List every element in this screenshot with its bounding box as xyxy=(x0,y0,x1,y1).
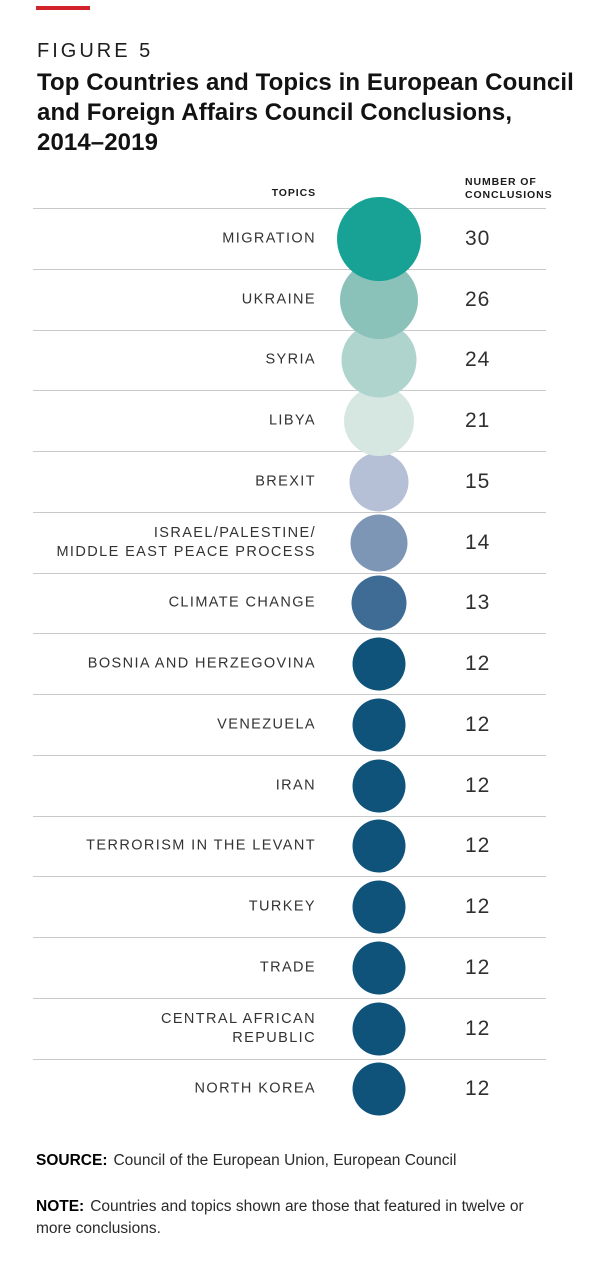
topic-label: TURKEY xyxy=(248,898,316,915)
value-bubble xyxy=(352,759,406,813)
conclusions-count: 12 xyxy=(465,652,491,676)
note-text: Countries and topics shown are those tha… xyxy=(36,1198,524,1237)
table-row: CLIMATE CHANGE 13 xyxy=(33,572,546,634)
topic-label: UKRAINE xyxy=(241,291,316,308)
table-row: TRADE 12 xyxy=(33,937,546,998)
conclusions-count: 12 xyxy=(465,834,491,858)
value-bubble xyxy=(352,1062,406,1116)
table-row: LIBYA 21 xyxy=(33,386,546,457)
conclusions-count: 12 xyxy=(465,955,491,979)
figure-number-label: FIGURE 5 xyxy=(37,40,154,62)
value-bubble xyxy=(352,941,406,995)
topic-label: MIGRATION xyxy=(222,230,316,247)
value-bubble xyxy=(350,514,408,572)
topic-label: TERRORISM IN THE LEVANT xyxy=(86,837,316,854)
topic-label: LIBYA xyxy=(268,412,316,429)
topic-label: CENTRAL AFRICAN REPUBLIC xyxy=(160,1010,316,1046)
conclusions-count: 12 xyxy=(465,712,491,736)
table-row: NORTH KOREA 12 xyxy=(33,1058,546,1120)
conclusions-count: 30 xyxy=(465,226,491,250)
table-row: SYRIA 24 xyxy=(33,322,546,398)
table-row: CENTRAL AFRICAN REPUBLIC 12 xyxy=(33,997,546,1059)
table-row: BREXIT 15 xyxy=(33,451,546,512)
bubble-table-rows: MIGRATION 30 UKRAINE 26 SYRIA 24 LIBYA 21 BREXIT… xyxy=(33,196,546,1120)
table-row: BOSNIA AND HERZEGOVINA 12 xyxy=(33,633,546,694)
conclusions-count: 12 xyxy=(465,895,491,919)
conclusions-count: 24 xyxy=(465,348,491,372)
figure-accent-bar xyxy=(36,6,90,10)
topic-label: BOSNIA AND HERZEGOVINA xyxy=(87,655,316,672)
table-row: IRAN 12 xyxy=(33,754,546,816)
conclusions-count: 21 xyxy=(465,409,491,433)
table-row: VENEZUELA 12 xyxy=(33,694,546,755)
conclusions-count: 14 xyxy=(465,530,491,554)
column-header-topics: TOPICS xyxy=(271,187,316,199)
topic-label: CLIMATE CHANGE xyxy=(168,594,316,611)
note-line: NOTE: Countries and topics shown are thos… xyxy=(36,1196,542,1240)
topic-label: SYRIA xyxy=(265,351,316,368)
column-header-number-of-conclusions: NUMBER OF CONCLUSIONS xyxy=(465,176,553,201)
table-row: MIGRATION 30 xyxy=(33,196,546,281)
conclusions-count: 15 xyxy=(465,469,491,493)
source-label: SOURCE: xyxy=(36,1152,108,1169)
conclusions-count: 12 xyxy=(465,1077,491,1101)
source-text: Council of the European Union, European … xyxy=(113,1152,457,1169)
table-row: ISRAEL/PALESTINE/ MIDDLE EAST PEACE PROC… xyxy=(33,511,546,573)
value-bubble xyxy=(337,196,421,281)
value-bubble xyxy=(351,575,407,631)
topic-label: IRAN xyxy=(275,777,316,794)
table-row: TERRORISM IN THE LEVANT 12 xyxy=(33,815,546,877)
conclusions-count: 12 xyxy=(465,1016,491,1040)
conclusions-count: 12 xyxy=(465,773,491,797)
value-bubble xyxy=(352,819,406,873)
topic-label: TRADE xyxy=(259,959,316,976)
value-bubble xyxy=(352,637,406,691)
figure-title: Top Countries and Topics in European Cou… xyxy=(37,69,574,156)
note-label: NOTE: xyxy=(36,1198,85,1215)
topic-label: BREXIT xyxy=(255,473,316,490)
value-bubble xyxy=(349,452,409,512)
topic-label: VENEZUELA xyxy=(217,716,316,733)
value-bubble xyxy=(352,1002,406,1056)
table-row: TURKEY 12 xyxy=(33,876,546,937)
conclusions-count: 13 xyxy=(465,591,491,615)
topic-label: NORTH KOREA xyxy=(194,1080,316,1097)
table-row: UKRAINE 26 xyxy=(33,260,546,339)
value-bubble xyxy=(352,698,406,752)
topic-label: ISRAEL/PALESTINE/ MIDDLE EAST PEACE PROC… xyxy=(56,524,316,560)
conclusions-count: 26 xyxy=(465,287,491,311)
value-bubble xyxy=(352,880,406,934)
source-line: SOURCE: Council of the European Union, Eu… xyxy=(36,1152,556,1170)
